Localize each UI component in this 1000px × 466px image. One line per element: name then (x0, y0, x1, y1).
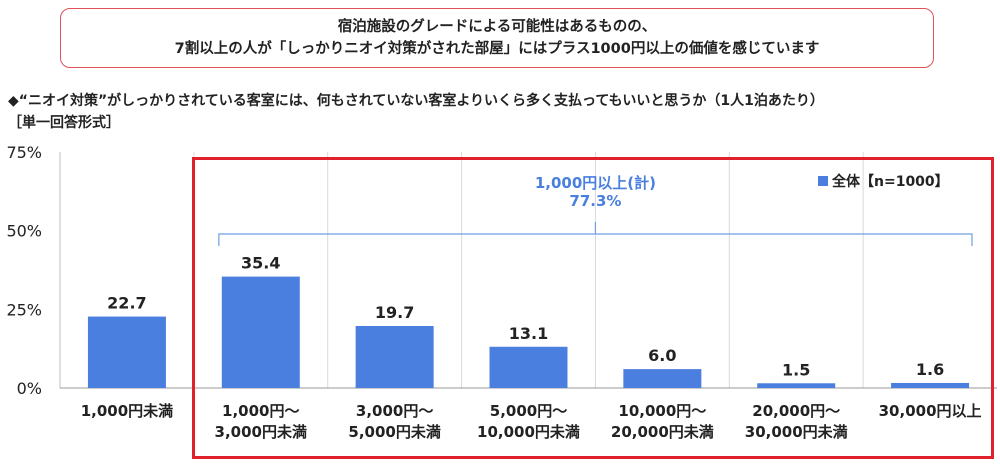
y-tick-label: 75% (6, 143, 42, 162)
bar (221, 276, 300, 388)
bar (489, 346, 568, 388)
data-label: 22.7 (107, 294, 146, 313)
bar (891, 382, 970, 388)
x-tick-label: 10,000円～ (618, 402, 706, 420)
bar (757, 383, 836, 388)
x-tick-label: 3,000円～ (356, 402, 433, 420)
data-label: 1.5 (782, 360, 810, 379)
callout-line-2: 7割以上の人が「しっかりニオイ対策がされた部屋」にはプラス1000円以上の価値を… (174, 41, 820, 57)
answer-format: ［単一回答形式］ (8, 115, 120, 131)
legend-label: 全体【n=1000】 (831, 173, 949, 190)
summary-callout: 宿泊施設のグレードによる可能性はあるものの、 7割以上の人が「しっかりニオイ対策… (60, 8, 934, 68)
x-tick-label: 10,000円未満 (477, 423, 580, 441)
x-tick-label: 5,000円～ (490, 402, 567, 420)
x-tick-label: 1,000円～ (222, 402, 299, 420)
annotation-value: 77.3% (569, 192, 621, 210)
data-label: 19.7 (375, 303, 414, 322)
callout-line-1: 宿泊施設のグレードによる可能性はあるものの、 (337, 19, 657, 35)
survey-question: ◆“ニオイ対策”がしっかりされている客室には、何もされていない客室よりいくら多く… (8, 93, 824, 109)
y-tick-label: 0% (17, 379, 42, 398)
annotation-bracket (218, 222, 973, 246)
x-tick-label: 30,000円以上 (879, 402, 982, 420)
legend-swatch (818, 176, 828, 186)
x-tick-label: 5,000円未満 (348, 423, 440, 441)
x-tick-label: 20,000円未満 (611, 423, 714, 441)
x-tick-label: 3,000円未満 (215, 423, 307, 441)
data-label: 6.0 (648, 346, 676, 365)
bar (623, 369, 702, 388)
x-tick-label: 30,000円未満 (745, 423, 848, 441)
bar (355, 326, 434, 388)
y-tick-label: 25% (6, 300, 42, 319)
y-tick-label: 50% (6, 222, 42, 241)
data-label: 35.4 (241, 254, 280, 273)
annotation-label: 1,000円以上(計) (535, 174, 656, 192)
x-tick-label: 20,000円～ (752, 402, 840, 420)
data-label: 1.6 (916, 360, 944, 379)
bar (87, 316, 166, 388)
data-label: 13.1 (509, 324, 548, 343)
x-tick-label: 1,000円未満 (81, 402, 173, 420)
